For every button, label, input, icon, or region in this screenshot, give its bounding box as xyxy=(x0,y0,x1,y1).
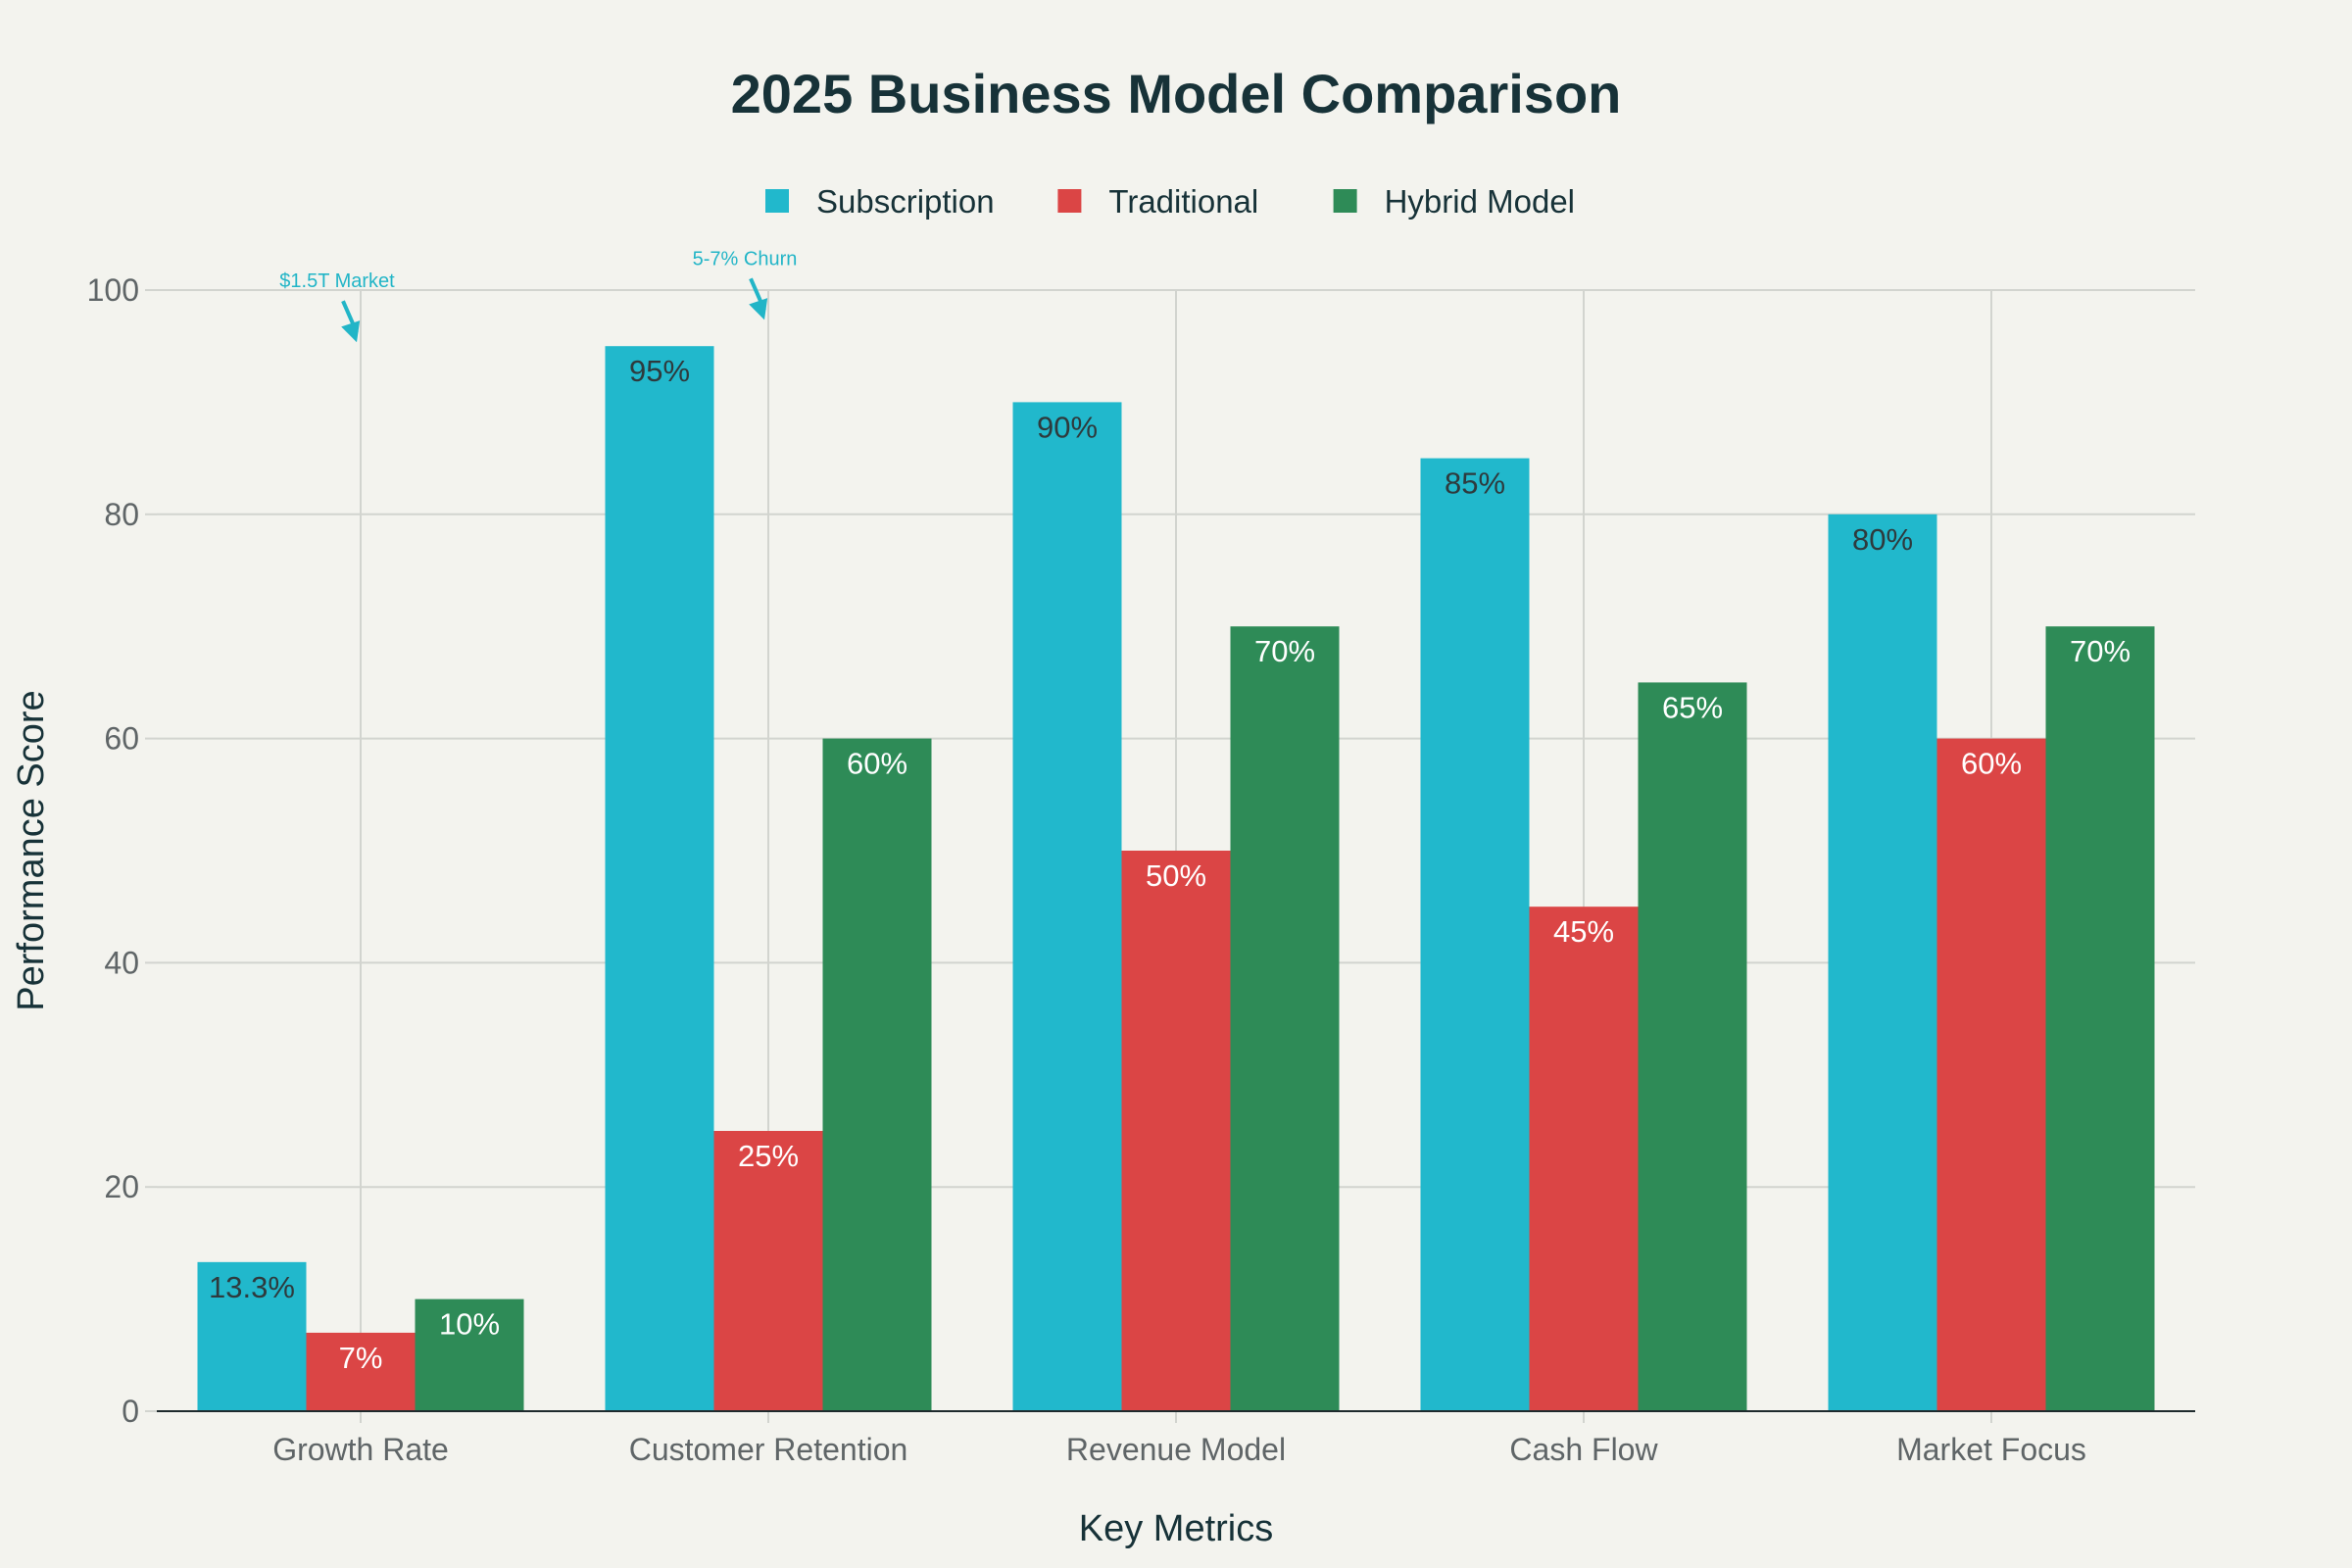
bar-value-label: 90% xyxy=(1037,410,1098,444)
x-tick-label: Cash Flow xyxy=(1509,1432,1658,1467)
bar-value-label: 70% xyxy=(2070,634,2131,668)
legend-label: Hybrid Model xyxy=(1385,183,1575,220)
bar-subscription xyxy=(1012,402,1122,1411)
x-tick-label: Revenue Model xyxy=(1066,1432,1286,1467)
annotation-text: 5-7% Churn xyxy=(693,248,798,270)
y-tick-label: 0 xyxy=(122,1394,139,1429)
legend-label: Traditional xyxy=(1108,183,1258,220)
legend-label: Subscription xyxy=(816,183,995,220)
bar-traditional xyxy=(1936,738,2046,1411)
annotation-text: $1.5T Market xyxy=(279,270,395,292)
bar-traditional xyxy=(713,1131,823,1411)
bar-hybrid-model xyxy=(1230,626,1340,1411)
bars xyxy=(197,346,2155,1412)
x-tick-label: Customer Retention xyxy=(629,1432,908,1467)
bar-value-label: 50% xyxy=(1146,858,1206,893)
bar-value-label: 70% xyxy=(1254,634,1315,668)
bar-subscription xyxy=(197,1261,307,1411)
bar-traditional xyxy=(1121,851,1231,1411)
bar-traditional xyxy=(1529,906,1639,1411)
annotation-arrowhead xyxy=(341,320,361,343)
x-tick-label: Growth Rate xyxy=(272,1432,449,1467)
axes: 0 20 40 60 80 100 Growth Rate Customer Retentio… xyxy=(87,272,2195,1467)
legend-swatch-hybrid-model xyxy=(1333,189,1357,213)
bar-value-label: 13.3% xyxy=(209,1270,295,1304)
bar-subscription xyxy=(1828,514,1937,1411)
annotation-arrowhead xyxy=(749,298,768,320)
bar-subscription xyxy=(605,346,714,1412)
bar-hybrid-model xyxy=(1638,682,1747,1411)
y-axis-title: Performance Score xyxy=(11,690,52,1010)
bar-value-label: 7% xyxy=(339,1341,383,1375)
bar-value-label: 10% xyxy=(439,1307,500,1342)
x-axis-title: Key Metrics xyxy=(1079,1508,1273,1549)
bar-value-label: 25% xyxy=(738,1139,799,1173)
bar-traditional xyxy=(306,1332,416,1411)
bar-labels: 13.3% 95% 90% 85% 80% 7% 25% 50% 45% 60% 10% 60% 70%… xyxy=(209,354,2131,1375)
bar-hybrid-model xyxy=(822,738,932,1411)
chart-title: 2025 Business Model Comparison xyxy=(731,63,1622,124)
annotations: $1.5T Market 5-7% Churn xyxy=(279,248,798,343)
bar-value-label: 80% xyxy=(1852,522,1913,557)
y-tick-label: 100 xyxy=(87,272,139,308)
bar-value-label: 45% xyxy=(1553,914,1614,949)
bar-hybrid-model xyxy=(2045,626,2155,1411)
bar-value-label: 60% xyxy=(847,747,907,781)
x-tick-label: Market Focus xyxy=(1896,1432,2086,1467)
y-tick-label: 20 xyxy=(104,1169,139,1204)
legend-swatch-subscription xyxy=(765,189,789,213)
bar-value-label: 95% xyxy=(629,354,690,388)
y-tick-label: 80 xyxy=(104,497,139,532)
legend-swatch-traditional xyxy=(1057,189,1082,213)
bar-value-label: 60% xyxy=(1961,747,2022,781)
legend: Subscription Traditional Hybrid Model xyxy=(765,183,1575,220)
y-tick-label: 60 xyxy=(104,721,139,757)
bar-value-label: 65% xyxy=(1662,690,1723,724)
y-tick-label: 40 xyxy=(104,945,139,980)
bar-value-label: 85% xyxy=(1445,466,1505,501)
bar-subscription xyxy=(1420,458,1530,1412)
bar-hybrid-model xyxy=(415,1298,524,1411)
